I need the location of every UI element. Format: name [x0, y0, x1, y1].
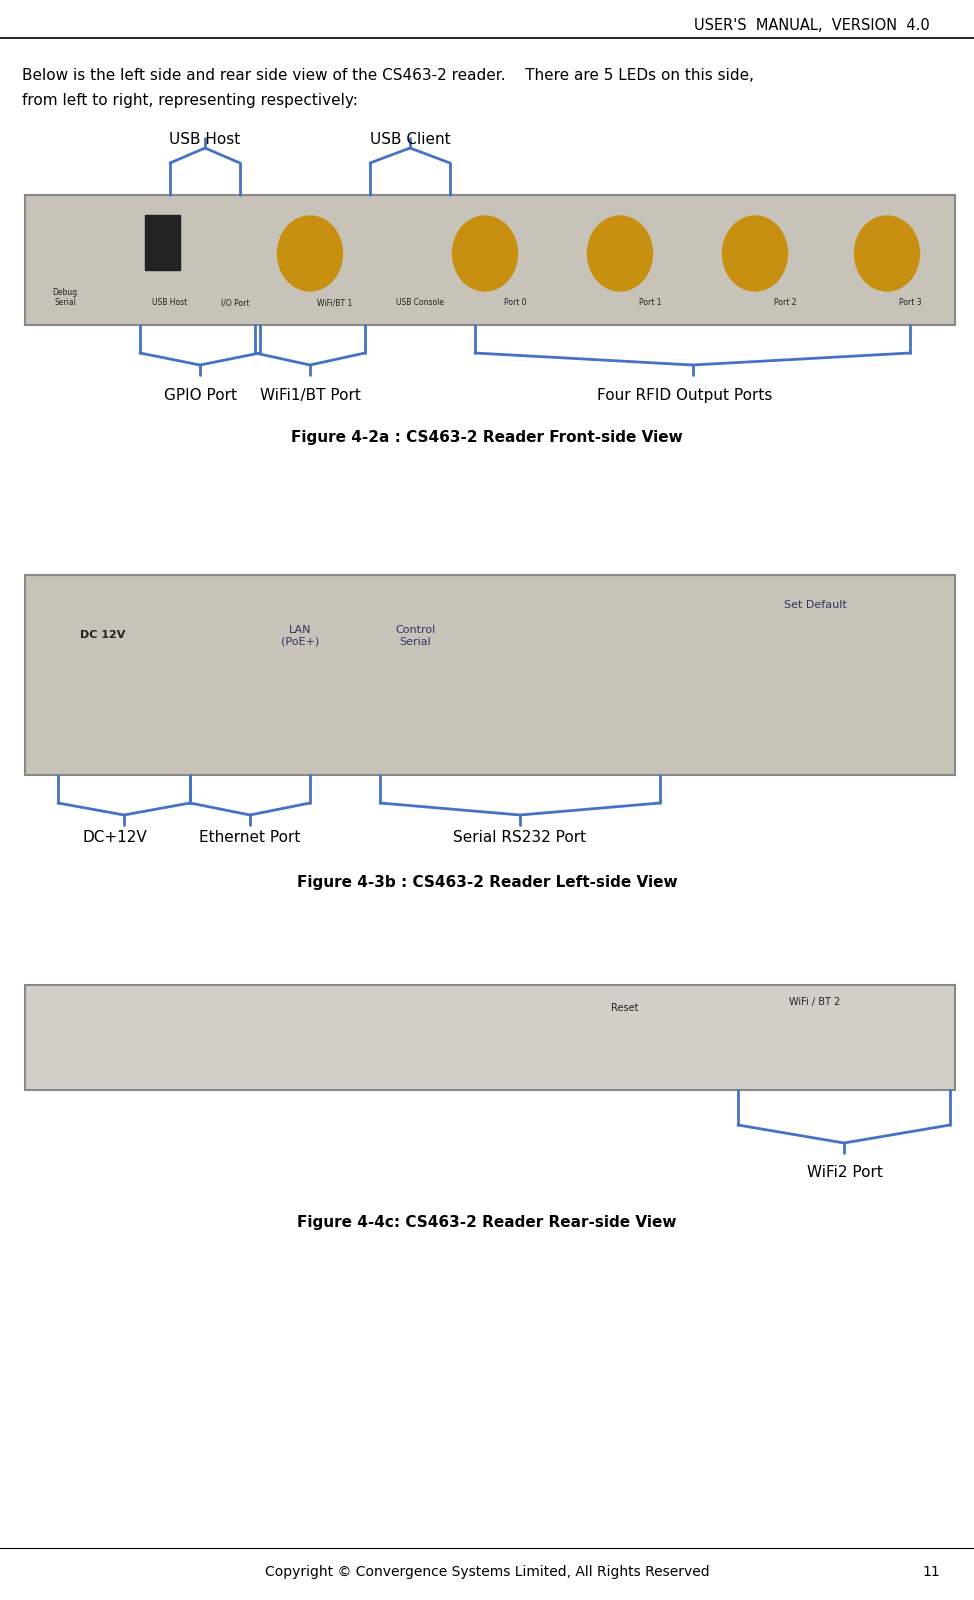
Text: Reset: Reset — [612, 1003, 639, 1013]
Bar — [25, 986, 955, 1090]
Ellipse shape — [278, 216, 343, 291]
Text: Figure 4-4c: CS463-2 Reader Rear-side View: Figure 4-4c: CS463-2 Reader Rear-side Vi… — [297, 1214, 677, 1230]
Text: Ethernet Port: Ethernet Port — [200, 830, 301, 845]
Text: USB Console: USB Console — [396, 298, 444, 307]
Text: Set Default: Set Default — [784, 600, 846, 610]
Ellipse shape — [587, 216, 653, 291]
Text: Debug
Serial: Debug Serial — [53, 288, 78, 307]
Text: Port 1: Port 1 — [639, 298, 661, 307]
Text: from left to right, representing respectively:: from left to right, representing respect… — [22, 93, 357, 109]
Text: GPIO Port: GPIO Port — [164, 387, 237, 403]
Text: Copyright © Convergence Systems Limited, All Rights Reserved: Copyright © Convergence Systems Limited,… — [265, 1565, 709, 1579]
Text: USB Host: USB Host — [152, 298, 188, 307]
Text: WiFi2 Port: WiFi2 Port — [807, 1165, 883, 1181]
Text: Below is the left side and rear side view of the CS463-2 reader.    There are 5 : Below is the left side and rear side vie… — [22, 67, 754, 83]
Text: WiFi1/BT Port: WiFi1/BT Port — [259, 387, 360, 403]
Text: DC+12V: DC+12V — [83, 830, 147, 845]
Bar — [25, 195, 955, 325]
Text: Port 0: Port 0 — [504, 298, 526, 307]
Text: 11: 11 — [922, 1565, 940, 1579]
Text: LAN
(PoE+): LAN (PoE+) — [281, 626, 319, 646]
Text: Port 3: Port 3 — [899, 298, 921, 307]
Text: WiFi / BT 2: WiFi / BT 2 — [789, 997, 841, 1006]
Text: USER'S  MANUAL,  VERSION  4.0: USER'S MANUAL, VERSION 4.0 — [694, 18, 930, 34]
Text: USB Client: USB Client — [370, 133, 450, 147]
Ellipse shape — [723, 216, 788, 291]
Text: Figure 4-3b : CS463-2 Reader Left-side View: Figure 4-3b : CS463-2 Reader Left-side V… — [297, 875, 677, 890]
Text: USB Host: USB Host — [169, 133, 241, 147]
Text: WiFi/BT 1: WiFi/BT 1 — [318, 298, 353, 307]
Bar — [25, 574, 955, 774]
Text: Control
Serial: Control Serial — [394, 626, 435, 646]
Bar — [145, 214, 180, 270]
Text: Serial RS232 Port: Serial RS232 Port — [454, 830, 586, 845]
Ellipse shape — [854, 216, 919, 291]
Text: Port 2: Port 2 — [773, 298, 797, 307]
Ellipse shape — [453, 216, 517, 291]
Text: Four RFID Output Ports: Four RFID Output Ports — [597, 387, 772, 403]
Text: DC 12V: DC 12V — [80, 630, 126, 640]
Text: Figure 4-2a : CS463-2 Reader Front-side View: Figure 4-2a : CS463-2 Reader Front-side … — [291, 430, 683, 445]
Text: I/O Port: I/O Port — [221, 298, 249, 307]
